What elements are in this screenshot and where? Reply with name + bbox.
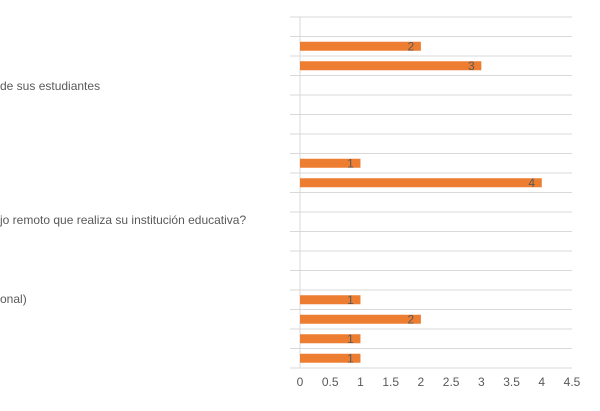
x-tick-label: 4.5 bbox=[564, 375, 581, 389]
data-label: 4 bbox=[528, 176, 535, 190]
bar bbox=[300, 61, 482, 71]
x-tick-label: 1 bbox=[357, 375, 364, 389]
x-tick-label: 0 bbox=[297, 375, 304, 389]
annotation: onal) bbox=[0, 292, 27, 306]
bar bbox=[300, 353, 361, 363]
annotation: jo remoto que realiza su institución edu… bbox=[0, 213, 246, 227]
x-tick-label: 0.5 bbox=[322, 375, 339, 389]
data-label: 3 bbox=[468, 59, 475, 73]
bar bbox=[300, 178, 542, 188]
annotation: de sus estudiantes bbox=[0, 79, 100, 93]
data-label: 2 bbox=[408, 312, 415, 326]
x-tick-label: 2 bbox=[418, 375, 425, 389]
bar bbox=[300, 314, 421, 324]
x-tick-label: 4 bbox=[538, 375, 545, 389]
bar bbox=[300, 41, 421, 51]
x-tick-label: 3 bbox=[478, 375, 485, 389]
x-tick-label: 3.5 bbox=[503, 375, 520, 389]
data-label: 1 bbox=[347, 293, 354, 307]
data-label: 1 bbox=[347, 332, 354, 346]
data-label: 1 bbox=[347, 156, 354, 170]
bar bbox=[300, 158, 361, 168]
x-tick-label: 2.5 bbox=[443, 375, 460, 389]
x-tick-label: 1.5 bbox=[382, 375, 399, 389]
data-label: 1 bbox=[347, 351, 354, 365]
bar bbox=[300, 295, 361, 305]
bar bbox=[300, 334, 361, 344]
data-label: 2 bbox=[408, 39, 415, 53]
